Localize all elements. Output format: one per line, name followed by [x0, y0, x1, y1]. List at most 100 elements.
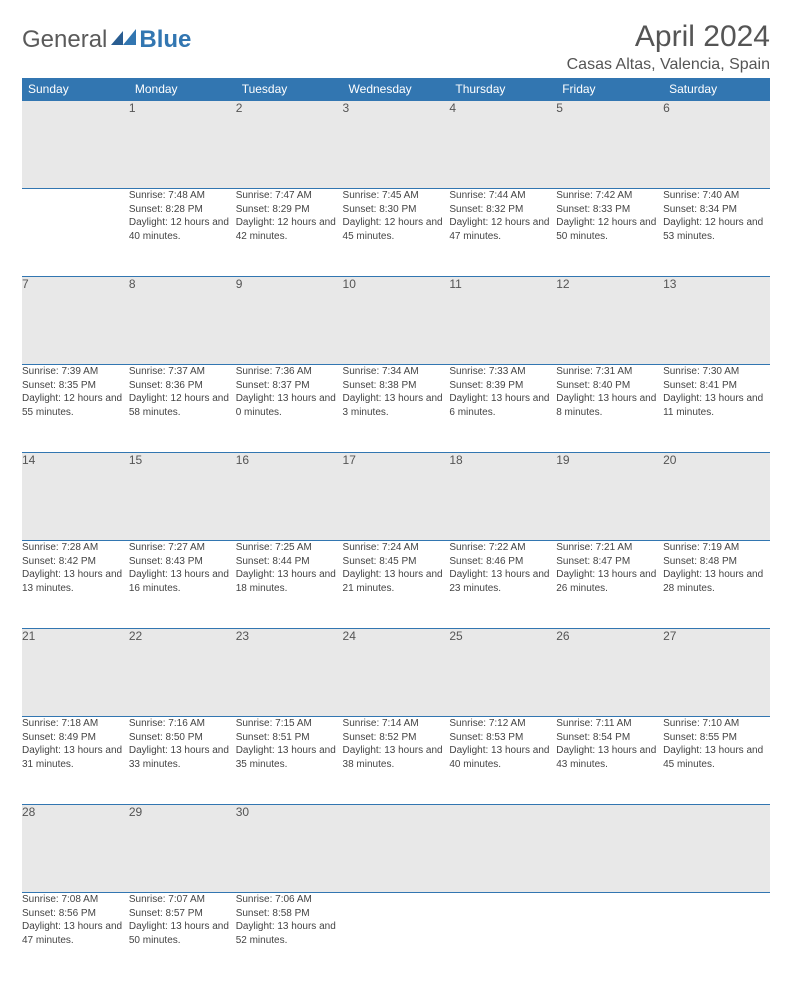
day-number-cell: 29: [129, 805, 236, 893]
sunset-line: Sunset: 8:57 PM: [129, 907, 236, 921]
day-number-cell: [449, 805, 556, 893]
sunset-line: Sunset: 8:33 PM: [556, 203, 663, 217]
sunset-line: Sunset: 8:45 PM: [343, 555, 450, 569]
day-number-cell: 20: [663, 453, 770, 541]
day-detail-cell: Sunrise: 7:37 AMSunset: 8:36 PMDaylight:…: [129, 365, 236, 453]
daylight-line: Daylight: 13 hours and 26 minutes.: [556, 568, 663, 595]
daylight-line: Daylight: 12 hours and 45 minutes.: [343, 216, 450, 243]
day-number-cell: 30: [236, 805, 343, 893]
day-number-cell: 22: [129, 629, 236, 717]
day-detail-cell: Sunrise: 7:08 AMSunset: 8:56 PMDaylight:…: [22, 893, 129, 981]
daylight-line: Daylight: 12 hours and 40 minutes.: [129, 216, 236, 243]
sunrise-line: Sunrise: 7:48 AM: [129, 189, 236, 203]
logo: General Blue: [22, 26, 191, 54]
daylight-line: Daylight: 13 hours and 11 minutes.: [663, 392, 770, 419]
sunset-line: Sunset: 8:36 PM: [129, 379, 236, 393]
sunrise-line: Sunrise: 7:14 AM: [343, 717, 450, 731]
day-number-cell: 13: [663, 277, 770, 365]
day-detail-cell: Sunrise: 7:14 AMSunset: 8:52 PMDaylight:…: [343, 717, 450, 805]
logo-text-1: General: [22, 26, 107, 54]
daylight-line: Daylight: 13 hours and 0 minutes.: [236, 392, 343, 419]
sunrise-line: Sunrise: 7:36 AM: [236, 365, 343, 379]
day-number-row: 123456: [22, 101, 770, 189]
day-detail-cell: [449, 893, 556, 981]
day-detail-cell: Sunrise: 7:28 AMSunset: 8:42 PMDaylight:…: [22, 541, 129, 629]
sunset-line: Sunset: 8:29 PM: [236, 203, 343, 217]
day-detail-cell: Sunrise: 7:40 AMSunset: 8:34 PMDaylight:…: [663, 189, 770, 277]
sunrise-line: Sunrise: 7:33 AM: [449, 365, 556, 379]
sunset-line: Sunset: 8:49 PM: [22, 731, 129, 745]
sunset-line: Sunset: 8:42 PM: [22, 555, 129, 569]
day-number-cell: [343, 805, 450, 893]
logo-icon: [111, 27, 137, 45]
sunset-line: Sunset: 8:38 PM: [343, 379, 450, 393]
day-number-cell: 25: [449, 629, 556, 717]
sunset-line: Sunset: 8:51 PM: [236, 731, 343, 745]
daylight-line: Daylight: 12 hours and 42 minutes.: [236, 216, 343, 243]
day-number-row: 21222324252627: [22, 629, 770, 717]
day-detail-row: Sunrise: 7:28 AMSunset: 8:42 PM Daylight:…: [22, 541, 770, 629]
sunrise-line: Sunrise: 7:28 AM: [22, 541, 129, 555]
daylight-line: Daylight: 13 hours and 23 minutes.: [449, 568, 556, 595]
day-detail-cell: Sunrise: 7:25 AMSunset: 8:44 PMDaylight:…: [236, 541, 343, 629]
sunrise-line: Sunrise: 7:44 AM: [449, 189, 556, 203]
sunset-line: Sunset: 8:50 PM: [129, 731, 236, 745]
day-number-cell: 14: [22, 453, 129, 541]
page-header: General Blue April 2024 Casas Altas, Val…: [22, 20, 770, 74]
day-detail-row: Sunrise: 7:48 AMSunset: 8:28 PMDaylight:…: [22, 189, 770, 277]
day-detail-cell: Sunrise: 7:12 AMSunset: 8:53 PMDaylight:…: [449, 717, 556, 805]
day-number-cell: 11: [449, 277, 556, 365]
daylight-line: Daylight: 12 hours and 58 minutes.: [129, 392, 236, 419]
sunrise-line: Sunrise: 7:30 AM: [663, 365, 770, 379]
daylight-line: Daylight: 13 hours and 43 minutes.: [556, 744, 663, 771]
day-detail-cell: Sunrise: 7:10 AMSunset: 8:55 PMDaylight:…: [663, 717, 770, 805]
sunrise-line: Sunrise: 7:19 AM: [663, 541, 770, 555]
daylight-line: Daylight: 13 hours and 28 minutes.: [663, 568, 770, 595]
sunrise-line: Sunrise: 7:24 AM: [343, 541, 450, 555]
day-number-cell: [663, 805, 770, 893]
sunrise-line: Sunrise: 7:45 AM: [343, 189, 450, 203]
day-detail-cell: [343, 893, 450, 981]
logo-text-2: Blue: [139, 26, 191, 54]
sunset-line: Sunset: 8:56 PM: [22, 907, 129, 921]
daylight-line: Daylight: 13 hours and 18 minutes.: [236, 568, 343, 595]
day-detail-cell: Sunrise: 7:21 AMSunset: 8:47 PMDaylight:…: [556, 541, 663, 629]
sunrise-line: Sunrise: 7:11 AM: [556, 717, 663, 731]
calendar-table: Sunday Monday Tuesday Wednesday Thursday…: [22, 78, 770, 981]
day-detail-row: Sunrise: 7:39 AMSunset: 8:35 PMDaylight:…: [22, 365, 770, 453]
sunset-line: Sunset: 8:37 PM: [236, 379, 343, 393]
day-detail-cell: Sunrise: 7:47 AMSunset: 8:29 PMDaylight:…: [236, 189, 343, 277]
sunset-line: Sunset: 8:46 PM: [449, 555, 556, 569]
daylight-line: Daylight: 13 hours and 3 minutes.: [343, 392, 450, 419]
day-number-cell: 3: [343, 101, 450, 189]
sunrise-line: Sunrise: 7:07 AM: [129, 893, 236, 907]
daylight-line: Daylight: 13 hours and 40 minutes.: [449, 744, 556, 771]
day-detail-cell: Sunrise: 7:30 AMSunset: 8:41 PMDaylight:…: [663, 365, 770, 453]
daylight-line: Daylight: 13 hours and 31 minutes.: [22, 744, 129, 771]
day-number-cell: 10: [343, 277, 450, 365]
day-number-row: 78910111213: [22, 277, 770, 365]
sunrise-line: Sunrise: 7:21 AM: [556, 541, 663, 555]
page-title: April 2024: [567, 20, 770, 54]
day-detail-cell: Sunrise: 7:31 AMSunset: 8:40 PMDaylight:…: [556, 365, 663, 453]
day-detail-cell: [22, 189, 129, 277]
weekday-header: Friday: [556, 78, 663, 101]
daylight-line: Daylight: 13 hours and 6 minutes.: [449, 392, 556, 419]
day-number-row: 14151617181920: [22, 453, 770, 541]
daylight-line: Daylight: 12 hours and 50 minutes.: [556, 216, 663, 243]
daylight-line: Daylight: 13 hours and 38 minutes.: [343, 744, 450, 771]
title-block: April 2024 Casas Altas, Valencia, Spain: [567, 20, 770, 74]
weekday-header: Wednesday: [343, 78, 450, 101]
day-detail-cell: Sunrise: 7:39 AMSunset: 8:35 PMDaylight:…: [22, 365, 129, 453]
day-number-cell: 9: [236, 277, 343, 365]
sunrise-line: Sunrise: 7:25 AM: [236, 541, 343, 555]
day-number-cell: 2: [236, 101, 343, 189]
daylight-line: Daylight: 13 hours and 21 minutes.: [343, 568, 450, 595]
day-number-cell: 23: [236, 629, 343, 717]
sunset-line: Sunset: 8:48 PM: [663, 555, 770, 569]
location-subtitle: Casas Altas, Valencia, Spain: [567, 56, 770, 74]
sunrise-line: Sunrise: 7:31 AM: [556, 365, 663, 379]
day-detail-cell: [663, 893, 770, 981]
sunset-line: Sunset: 8:43 PM: [129, 555, 236, 569]
daylight-line: Daylight: 12 hours and 53 minutes.: [663, 216, 770, 243]
